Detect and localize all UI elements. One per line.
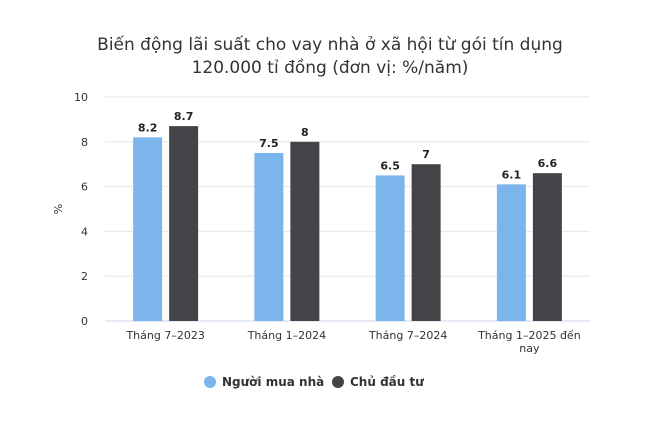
chart-title-line-1: Biến động lãi suất cho vay nhà ở xã hội …: [97, 35, 563, 55]
legend-label: Người mua nhà: [222, 375, 324, 389]
y-tick-label: 0: [81, 315, 88, 328]
data-label: 8.2: [138, 121, 158, 134]
x-tick-label: Tháng 7–2023: [125, 329, 204, 342]
data-label: 8: [301, 126, 309, 139]
bar: [290, 141, 320, 321]
y-tick-label: 10: [74, 91, 88, 104]
data-label: 7.5: [259, 137, 279, 150]
bar: [169, 126, 199, 322]
data-label: 6.6: [538, 157, 558, 170]
data-label: 7: [422, 148, 430, 161]
bar: [532, 173, 562, 321]
legend-marker: [204, 376, 216, 388]
data-label: 6.5: [380, 159, 400, 172]
bar: [411, 164, 441, 321]
x-tick-label: Tháng 1–2025 đến: [477, 329, 581, 342]
chart-title: Biến động lãi suất cho vay nhà ở xã hội …: [0, 34, 660, 80]
x-tick-label: Tháng 1–2024: [247, 329, 326, 342]
x-tick-label: Tháng 7–2024: [368, 329, 447, 342]
bar: [133, 137, 163, 321]
y-tick-label: 8: [81, 136, 88, 149]
y-tick-label: 4: [81, 225, 88, 238]
x-tick-label: nay: [519, 342, 540, 355]
y-tick-label: 2: [81, 270, 88, 283]
bar: [375, 175, 405, 321]
chart-title-line-2: 120.000 tỉ đồng (đơn vị: %/năm): [191, 58, 469, 78]
legend-label: Chủ đầu tư: [350, 375, 424, 389]
bar: [496, 184, 526, 321]
y-axis-title: %: [52, 204, 65, 214]
legend-marker: [332, 376, 344, 388]
y-tick-label: 6: [81, 181, 88, 194]
bar: [254, 153, 284, 321]
data-label: 6.1: [502, 168, 522, 181]
data-label: 8.7: [174, 110, 194, 123]
